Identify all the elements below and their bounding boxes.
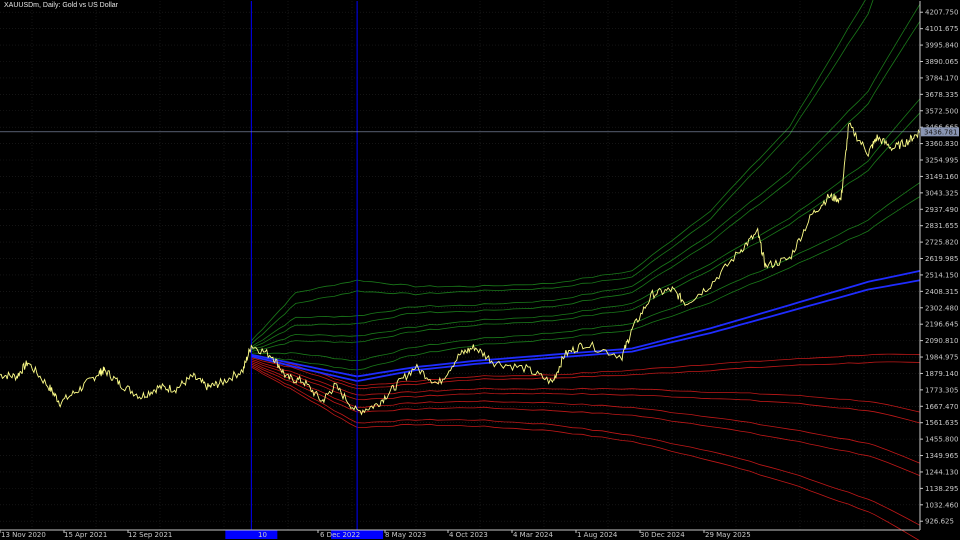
price-tick-label: 1879.140 <box>925 370 958 378</box>
price-tick-label: 3254.995 <box>925 157 958 165</box>
price-tick-label: 3572.500 <box>925 107 958 115</box>
price-tick-label: 3043.325 <box>925 189 958 197</box>
price-tick-label: 2302.480 <box>925 304 958 312</box>
blue-band-line <box>251 279 921 383</box>
red-band-line <box>251 362 921 464</box>
time-tick-label: 4 Oct 2023 <box>449 531 488 539</box>
price-tick-label: 4101.675 <box>925 25 958 33</box>
price-tick-label: 1455.800 <box>925 436 958 444</box>
green-band-line <box>251 112 921 352</box>
chart-title: XAUUSDm, Daily: Gold vs US Dollar <box>4 2 118 9</box>
price-tick-label: 2408.315 <box>925 288 958 296</box>
red-band-line <box>251 365 921 526</box>
green-band-line <box>251 0 866 342</box>
green-band-line <box>251 20 921 349</box>
green-band-line <box>251 98 921 351</box>
red-band-line <box>251 353 921 387</box>
price-tick-label: 3890.065 <box>925 58 958 66</box>
price-tick-label: 1349.965 <box>925 452 958 460</box>
price-axis[interactable]: 4207.750 4101.675 3995.840 3890.065 3784.170… <box>919 1 959 530</box>
red-band-line <box>251 360 921 424</box>
price-tick-label: 3149.160 <box>925 173 958 181</box>
price-tick-label: 4207.750 <box>925 9 958 17</box>
price-tick-label: 3995.840 <box>925 42 958 50</box>
price-tick-label: 3678.335 <box>925 91 958 99</box>
price-tick-label: 3784.170 <box>925 74 958 82</box>
price-tick-label: 3360.830 <box>925 140 958 148</box>
price-tick-label: 1667.470 <box>925 403 958 411</box>
time-tick-label: 4 Mar 2024 <box>513 531 553 539</box>
envelope-bands <box>251 0 921 540</box>
time-axis[interactable]: 13 Nov 2020 15 Apr 2021 12 Sep 2021 10 6 Dec… <box>0 529 920 540</box>
green-band-line <box>251 182 921 362</box>
price-tick-label: 1773.305 <box>925 386 958 394</box>
price-series <box>0 122 921 416</box>
anchor-date-label-bg[interactable] <box>225 530 278 540</box>
time-tick-label: 1 Aug 2024 <box>577 531 618 539</box>
chart-grid <box>0 1 920 530</box>
anchor-date-label-bg[interactable] <box>331 530 384 540</box>
current-price-label[interactable]: 3436.781 <box>924 128 957 136</box>
red-band-line <box>251 357 921 390</box>
time-tick-label: 13 Nov 2020 <box>1 531 46 539</box>
time-tick-label: 15 Apr 2021 <box>64 531 107 539</box>
time-tick-label: 30 Dec 2024 <box>640 531 685 539</box>
price-tick-label: 2831.655 <box>925 222 958 230</box>
price-tick-label: 1032.460 <box>925 501 958 509</box>
price-tick-label: 926.625 <box>925 518 954 526</box>
price-tick-label: 2937.490 <box>925 206 958 214</box>
time-tick-label: 12 Sep 2021 <box>128 531 172 539</box>
time-tick-label: 10 <box>258 531 267 539</box>
current-price-label-bg <box>921 127 959 137</box>
price-tick-label: 2514.150 <box>925 271 958 279</box>
blue-band-line <box>251 270 921 378</box>
price-tick-label: 1561.635 <box>925 419 958 427</box>
red-band-line <box>251 366 920 540</box>
vertical-markers[interactable] <box>250 1 358 530</box>
time-tick-label: 6 Dec 2022 <box>320 531 360 539</box>
red-band-line <box>251 363 921 477</box>
price-tick-label: 1984.975 <box>925 354 958 362</box>
price-tick-label: 2725.820 <box>925 239 958 247</box>
green-band-line <box>251 196 921 371</box>
green-band-line <box>251 3 921 348</box>
price-tick-label: 1138.295 <box>925 485 958 493</box>
price-tick-label: 2196.645 <box>925 321 958 329</box>
price-tick-label: 2619.985 <box>925 255 958 263</box>
time-tick-label: 29 May 2025 <box>705 531 751 539</box>
price-tick-label: 2090.810 <box>925 337 958 345</box>
time-tick-label: 8 May 2023 <box>385 531 426 539</box>
red-band-line <box>251 359 921 413</box>
price-tick-label: 1244.130 <box>925 468 958 476</box>
green-band-line <box>251 0 874 345</box>
price-line <box>0 122 921 416</box>
